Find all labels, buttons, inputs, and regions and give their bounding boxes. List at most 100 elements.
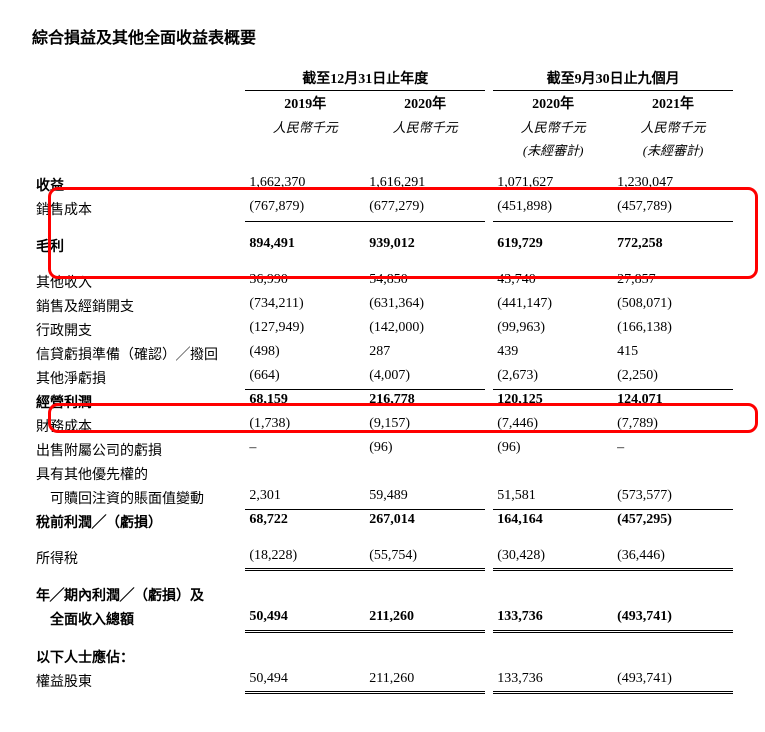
label-cogs: 銷售成本 <box>32 197 245 221</box>
col-2021-9m: 2021年 <box>613 91 733 116</box>
cell: (767,879) <box>245 197 365 221</box>
label-pbt: 稅前利潤╱（虧損） <box>32 510 245 534</box>
row-profit-before-tax: 稅前利潤╱（虧損） 68,722 267,014 164,164 (457,29… <box>32 510 733 534</box>
row-other-net-loss: 其他淨虧損 (664) (4,007) (2,673) (2,250) <box>32 366 733 390</box>
row-net-line2: 全面收入總額 50,494 211,260 133,736 (493,741) <box>32 607 733 631</box>
cell: 68,159 <box>245 390 365 414</box>
income-statement-table: 截至12月31日止年度 截至9月30日止九個月 2019年 2020年 2020… <box>32 66 733 694</box>
cell: 2,301 <box>245 486 365 510</box>
cell: 68,722 <box>245 510 365 534</box>
cell: (573,577) <box>613 486 733 510</box>
row-admin-exp: 行政開支 (127,949) (142,000) (99,963) (166,1… <box>32 318 733 342</box>
cell: 50,494 <box>245 669 365 693</box>
cell: 619,729 <box>493 234 613 258</box>
label-attr-hdr: 以下人士應佔： <box>32 645 245 669</box>
row-pref-line1: 具有其他優先權的 <box>32 462 733 486</box>
label-equity: 權益股東 <box>32 669 245 693</box>
col-2020: 2020年 <box>365 91 485 116</box>
cell: (451,898) <box>493 197 613 221</box>
cell: 211,260 <box>365 669 485 693</box>
cell: (1,738) <box>245 414 365 438</box>
unit-1: 人民幣千元 <box>245 115 365 138</box>
unit-3: 人民幣千元 <box>493 115 613 138</box>
cell: (493,741) <box>613 607 733 631</box>
cell: 415 <box>613 342 733 366</box>
label-tax: 所得稅 <box>32 546 245 570</box>
cell: 1,662,370 <box>245 173 365 197</box>
label-credit: 信貸虧損準備（確認）╱撥回 <box>32 342 245 366</box>
cell: 133,736 <box>493 669 613 693</box>
row-other-income: 其他收入 36,990 54,850 43,740 27,857 <box>32 270 733 294</box>
cell: 124,071 <box>613 390 733 414</box>
cell: (55,754) <box>365 546 485 570</box>
row-operating-profit: 經營利潤 68,159 216,778 120,125 124,071 <box>32 390 733 414</box>
cell: 59,489 <box>365 486 485 510</box>
col-2020-9m: 2020年 <box>493 91 613 116</box>
label-pref1: 具有其他優先權的 <box>32 462 245 486</box>
cell: (2,673) <box>493 366 613 390</box>
cell: 1,071,627 <box>493 173 613 197</box>
row-equity-holders: 權益股東 50,494 211,260 133,736 (493,741) <box>32 669 733 693</box>
cell: (96) <box>493 438 613 462</box>
cell: 54,850 <box>365 270 485 294</box>
cell: 1,230,047 <box>613 173 733 197</box>
label-admin: 行政開支 <box>32 318 245 342</box>
label-fin-cost: 財務成本 <box>32 414 245 438</box>
cell: 772,258 <box>613 234 733 258</box>
cell: (18,228) <box>245 546 365 570</box>
cell: (677,279) <box>365 197 485 221</box>
cell: (498) <box>245 342 365 366</box>
cell: 133,736 <box>493 607 613 631</box>
cell: (457,789) <box>613 197 733 221</box>
financial-statement-wrap: 綜合損益及其他全面收益表概要 截至12月31日止年度 截至9月30日止九個月 2… <box>32 24 733 694</box>
label-net2: 全面收入總額 <box>32 607 245 631</box>
statement-title: 綜合損益及其他全面收益表概要 <box>32 24 733 48</box>
cell: (493,741) <box>613 669 733 693</box>
label-op-profit: 經營利潤 <box>32 390 245 414</box>
label-other-income: 其他收入 <box>32 270 245 294</box>
row-selling-exp: 銷售及經銷開支 (734,211) (631,364) (441,147) (5… <box>32 294 733 318</box>
label-revenue: 收益 <box>32 173 245 197</box>
cell: (664) <box>245 366 365 390</box>
row-cogs: 銷售成本 (767,879) (677,279) (451,898) (457,… <box>32 197 733 221</box>
cell: 1,616,291 <box>365 173 485 197</box>
cell: 894,491 <box>245 234 365 258</box>
cell: 439 <box>493 342 613 366</box>
cell: (441,147) <box>493 294 613 318</box>
cell: (9,157) <box>365 414 485 438</box>
row-revenue: 收益 1,662,370 1,616,291 1,071,627 1,230,0… <box>32 173 733 197</box>
cell: 216,778 <box>365 390 485 414</box>
cell: (127,949) <box>245 318 365 342</box>
cell: 120,125 <box>493 390 613 414</box>
cell: (631,364) <box>365 294 485 318</box>
cell: 50,494 <box>245 607 365 631</box>
cell: 164,164 <box>493 510 613 534</box>
cell: – <box>613 438 733 462</box>
label-other-loss: 其他淨虧損 <box>32 366 245 390</box>
unit-2: 人民幣千元 <box>365 115 485 138</box>
label-pref2: 可贖回注資的賬面值變動 <box>32 486 245 510</box>
cell: 51,581 <box>493 486 613 510</box>
cell: – <box>245 438 365 462</box>
cell: (142,000) <box>365 318 485 342</box>
cell: (99,963) <box>493 318 613 342</box>
row-pref-line2: 可贖回注資的賬面值變動 2,301 59,489 51,581 (573,577… <box>32 486 733 510</box>
row-finance-cost: 財務成本 (1,738) (9,157) (7,446) (7,789) <box>32 414 733 438</box>
row-attributable-header: 以下人士應佔： <box>32 645 733 669</box>
cell: (734,211) <box>245 294 365 318</box>
label-selling: 銷售及經銷開支 <box>32 294 245 318</box>
cell: 287 <box>365 342 485 366</box>
row-credit-loss: 信貸虧損準備（確認）╱撥回 (498) 287 439 415 <box>32 342 733 366</box>
cell: 27,857 <box>613 270 733 294</box>
cell: (508,071) <box>613 294 733 318</box>
cell: (36,446) <box>613 546 733 570</box>
cell: (4,007) <box>365 366 485 390</box>
row-net-line1: 年╱期內利潤╱（虧損）及 <box>32 583 733 607</box>
cell: (457,295) <box>613 510 733 534</box>
cell: 211,260 <box>365 607 485 631</box>
period-group-9m: 截至9月30日止九個月 <box>493 66 733 91</box>
unit-4: 人民幣千元 <box>613 115 733 138</box>
cell: 36,990 <box>245 270 365 294</box>
period-group-year: 截至12月31日止年度 <box>245 66 485 91</box>
label-gross: 毛利 <box>32 234 245 258</box>
